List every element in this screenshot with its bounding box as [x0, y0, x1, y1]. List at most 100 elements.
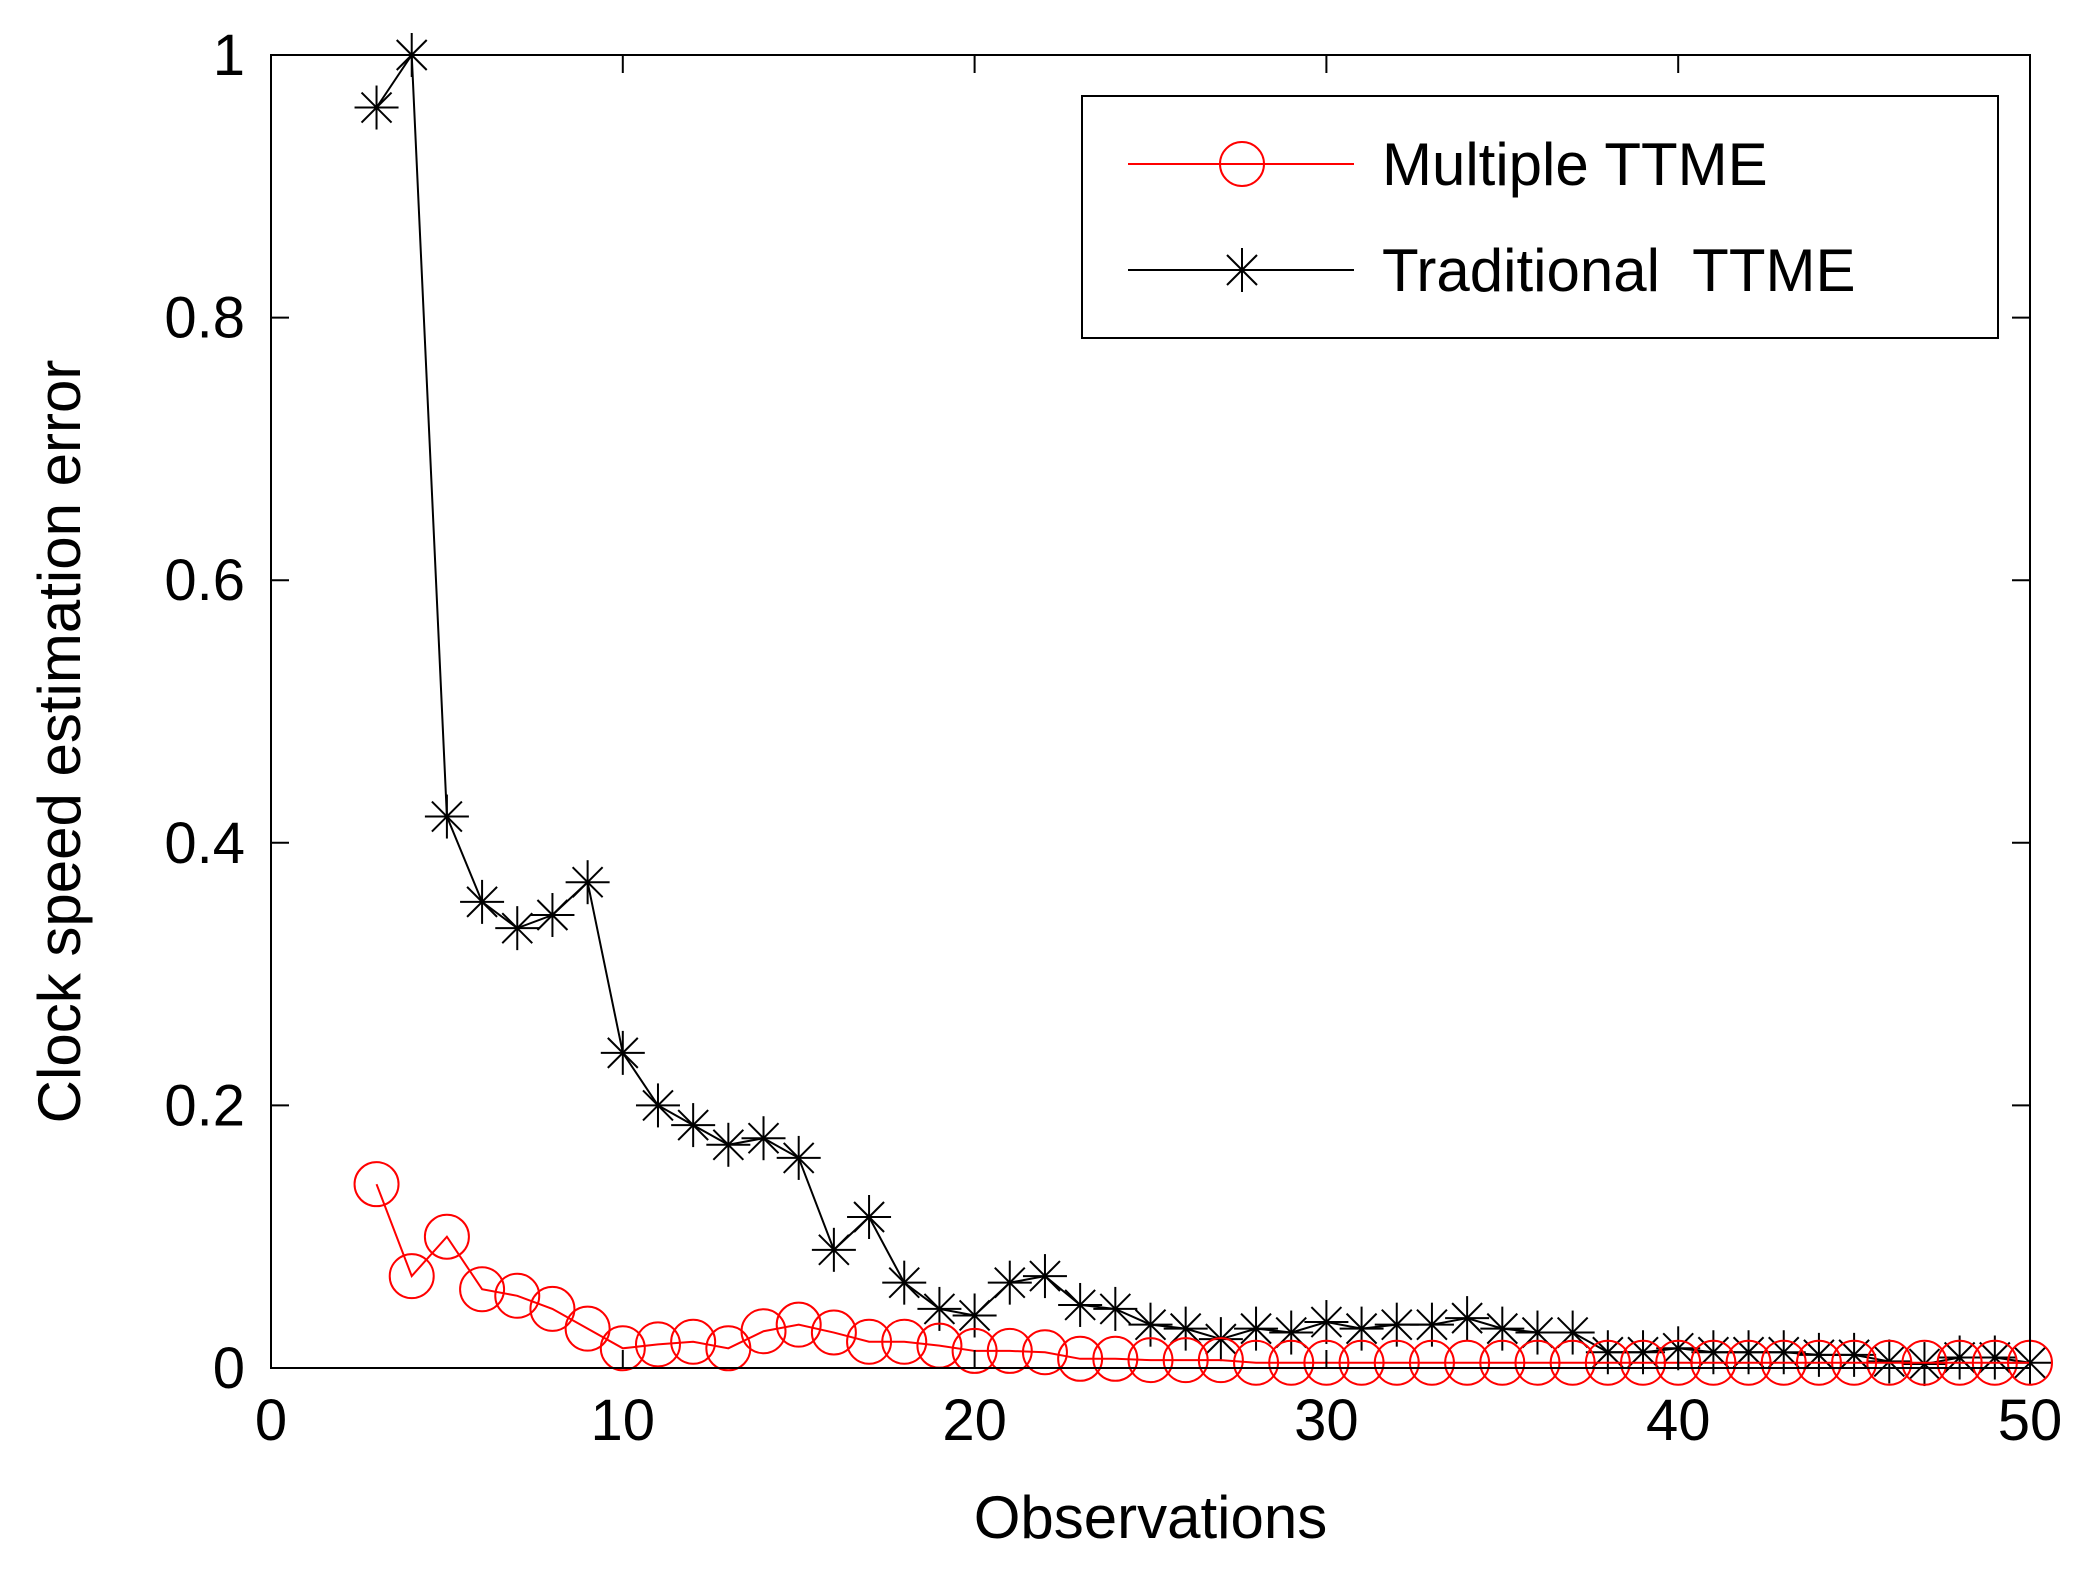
data-point-circle — [1479, 1339, 1526, 1386]
data-point-circle — [881, 1318, 928, 1365]
data-point-circle — [599, 1325, 646, 1372]
y-tick-label: 0 — [213, 1336, 245, 1401]
legend-label-0: Multiple TTME — [1382, 131, 1768, 198]
data-point-star — [1445, 1296, 1490, 1341]
data-point-star — [811, 1227, 856, 1272]
data-point-circle — [388, 1253, 435, 1300]
data-point-circle — [1197, 1337, 1244, 1384]
data-point-circle — [1866, 1339, 1913, 1386]
data-point-circle — [1408, 1339, 1455, 1386]
data-point-circle — [1092, 1335, 1139, 1382]
data-point-star — [1093, 1286, 1138, 1331]
data-point-star — [1339, 1306, 1384, 1351]
data-point-star — [987, 1260, 1032, 1305]
data-point-star — [776, 1135, 821, 1180]
legend: Multiple TTME Traditional TTME — [1081, 95, 1999, 339]
y-axis-label: Clock speed estimation error — [26, 360, 93, 1124]
data-point-circle — [1514, 1339, 1561, 1386]
data-point-star — [1163, 1306, 1208, 1351]
x-tick-label: 10 — [591, 1388, 656, 1453]
data-point-star — [1128, 1302, 1173, 1347]
data-point-star — [1902, 1342, 1947, 1387]
data-point-circle — [1831, 1339, 1878, 1386]
plot-marks — [353, 33, 2053, 1387]
data-point-star — [495, 906, 540, 951]
data-point-circle — [1971, 1339, 2018, 1386]
data-point-star — [424, 794, 469, 839]
data-point-star — [706, 1122, 751, 1167]
data-point-circle — [775, 1301, 822, 1348]
data-point-star — [600, 1030, 645, 1075]
axes: 0 10 20 30 40 50 0 0.2 0.4 0.6 0.8 1 — [164, 23, 2062, 1453]
data-point-circle — [459, 1266, 506, 1313]
x-tick-label: 30 — [1294, 1388, 1359, 1453]
y-tick-label: 0.4 — [164, 811, 245, 876]
data-point-star — [1374, 1302, 1419, 1347]
data-point-circle — [1549, 1339, 1596, 1386]
data-point-star — [882, 1260, 927, 1305]
data-point-star — [1022, 1254, 1067, 1299]
x-tick-label: 0 — [255, 1388, 287, 1453]
x-axis-label: Observations — [974, 1484, 1328, 1551]
data-point-star — [847, 1195, 892, 1240]
data-point-circle — [1690, 1339, 1737, 1386]
y-tick-label: 0.6 — [164, 548, 245, 613]
x-tick-label: 20 — [942, 1388, 1007, 1453]
data-point-star — [635, 1083, 680, 1128]
data-point-star — [1234, 1306, 1279, 1351]
data-point-star — [565, 860, 610, 905]
data-point-circle — [353, 1161, 400, 1208]
data-point-circle — [1620, 1339, 1667, 1386]
data-point-circle — [1725, 1339, 1772, 1386]
data-point-star — [952, 1293, 997, 1338]
legend-marker-star — [1220, 248, 1264, 292]
data-point-circle — [1373, 1339, 1420, 1386]
data-point-circle — [1021, 1329, 1068, 1376]
series-line-0 — [375, 1183, 2030, 1364]
data-point-circle — [1127, 1337, 1174, 1384]
data-point-star — [671, 1103, 716, 1148]
y-tick-label: 1 — [213, 23, 245, 88]
y-tick-label: 0.8 — [164, 286, 245, 351]
data-point-star — [1867, 1339, 1912, 1384]
legend-label-1: Traditional TTME — [1382, 237, 1855, 304]
data-point-circle — [1338, 1339, 1385, 1386]
data-point-circle — [1795, 1339, 1842, 1386]
data-point-circle — [951, 1327, 998, 1374]
y-tick-label: 0.2 — [164, 1073, 245, 1138]
legend-box — [1081, 95, 1999, 339]
data-point-circle — [423, 1213, 470, 1260]
data-point-circle — [1936, 1339, 1983, 1386]
data-point-star — [1058, 1282, 1103, 1327]
data-point-circle — [846, 1318, 893, 1365]
data-point-circle — [1233, 1339, 1280, 1386]
data-point-circle — [564, 1305, 611, 1352]
x-tick-label: 40 — [1646, 1388, 1711, 1453]
data-point-star — [354, 85, 399, 130]
data-point-circle — [740, 1308, 787, 1355]
legend-marker-circle — [1219, 141, 1265, 187]
data-point-star — [1304, 1300, 1349, 1345]
data-point-circle — [1655, 1339, 1702, 1386]
data-point-star — [530, 893, 575, 938]
plot-frame — [270, 54, 2031, 1369]
data-point-circle — [634, 1321, 681, 1368]
data-point-circle — [1268, 1339, 1315, 1386]
data-point-circle — [1444, 1339, 1491, 1386]
data-point-star — [1409, 1302, 1454, 1347]
data-point-circle — [1901, 1339, 1948, 1386]
data-point-circle — [1162, 1337, 1209, 1384]
data-point-circle — [1303, 1339, 1350, 1386]
data-point-circle — [1760, 1339, 1807, 1386]
data-point-star — [460, 879, 505, 924]
data-point-star — [741, 1116, 786, 1161]
data-point-circle — [529, 1285, 576, 1332]
data-point-star — [1480, 1306, 1525, 1351]
data-point-circle — [810, 1309, 857, 1356]
data-point-circle — [1584, 1339, 1631, 1386]
data-point-circle — [986, 1327, 1033, 1374]
x-tick-label: 50 — [1998, 1388, 2063, 1453]
data-point-circle — [1057, 1335, 1104, 1382]
